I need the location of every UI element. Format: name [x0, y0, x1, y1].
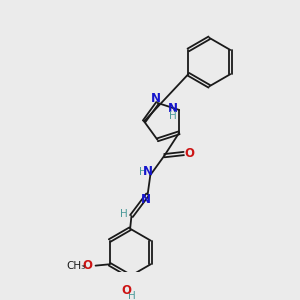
Text: H: H — [120, 209, 128, 219]
Text: H: H — [169, 111, 177, 121]
Text: N: N — [141, 193, 151, 206]
Text: CH₃: CH₃ — [67, 261, 86, 271]
Text: N: N — [151, 92, 161, 105]
Text: O: O — [184, 147, 194, 160]
Text: N: N — [143, 165, 153, 178]
Text: N: N — [168, 102, 178, 115]
Text: H: H — [128, 290, 136, 300]
Text: H: H — [139, 167, 147, 177]
Text: O: O — [82, 259, 92, 272]
Text: O: O — [121, 284, 131, 298]
